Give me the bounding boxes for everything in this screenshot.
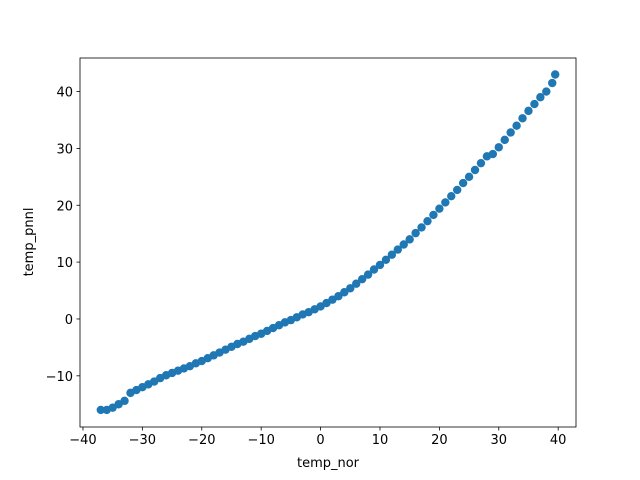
point — [435, 204, 444, 213]
point — [393, 245, 402, 254]
x-tick-label: 30 — [491, 433, 508, 448]
point — [488, 149, 498, 159]
point — [357, 274, 367, 284]
point — [399, 240, 408, 249]
y-tick-label: 30 — [56, 142, 73, 157]
point — [512, 121, 521, 130]
point — [411, 228, 420, 238]
x-tick-label: 10 — [372, 433, 389, 448]
point — [334, 292, 343, 301]
point — [120, 396, 129, 406]
y-tick-label: 10 — [56, 256, 73, 271]
point — [452, 185, 462, 195]
y-tick-label: 0 — [65, 313, 73, 328]
point — [551, 70, 560, 79]
point — [470, 165, 480, 175]
x-tick-label: −20 — [188, 433, 215, 448]
point — [447, 191, 456, 201]
x-tick-label: −30 — [129, 433, 156, 448]
point — [381, 255, 391, 265]
point — [494, 143, 503, 152]
point — [536, 93, 545, 102]
point — [506, 128, 515, 137]
point — [464, 172, 474, 182]
x-tick-label: 0 — [316, 433, 324, 448]
x-axis-label: temp_nor — [297, 456, 360, 471]
point — [476, 158, 486, 168]
x-tick-label: 20 — [431, 433, 448, 448]
point — [369, 265, 379, 274]
y-tick-label: −10 — [46, 370, 73, 385]
point — [524, 106, 533, 116]
point — [375, 260, 385, 270]
plot-frame — [79, 57, 577, 428]
point — [96, 405, 105, 415]
y-tick-label: 40 — [56, 86, 73, 101]
point — [429, 210, 438, 220]
point — [530, 99, 539, 109]
point — [458, 178, 468, 188]
x-tick-label: −10 — [247, 433, 274, 448]
point — [423, 216, 432, 226]
y-tick-label: 20 — [56, 199, 73, 214]
point — [387, 250, 397, 259]
point — [363, 270, 373, 279]
point — [518, 114, 527, 123]
x-tick-label: 40 — [550, 433, 567, 448]
point — [548, 78, 557, 88]
point — [417, 223, 426, 232]
point — [500, 135, 509, 145]
point — [340, 288, 349, 297]
point — [405, 235, 414, 244]
y-axis-label: temp_pnnl — [22, 208, 37, 277]
point — [346, 284, 355, 293]
point — [441, 198, 450, 207]
point — [352, 279, 361, 288]
point — [542, 87, 551, 96]
x-tick-label: −40 — [69, 433, 96, 448]
